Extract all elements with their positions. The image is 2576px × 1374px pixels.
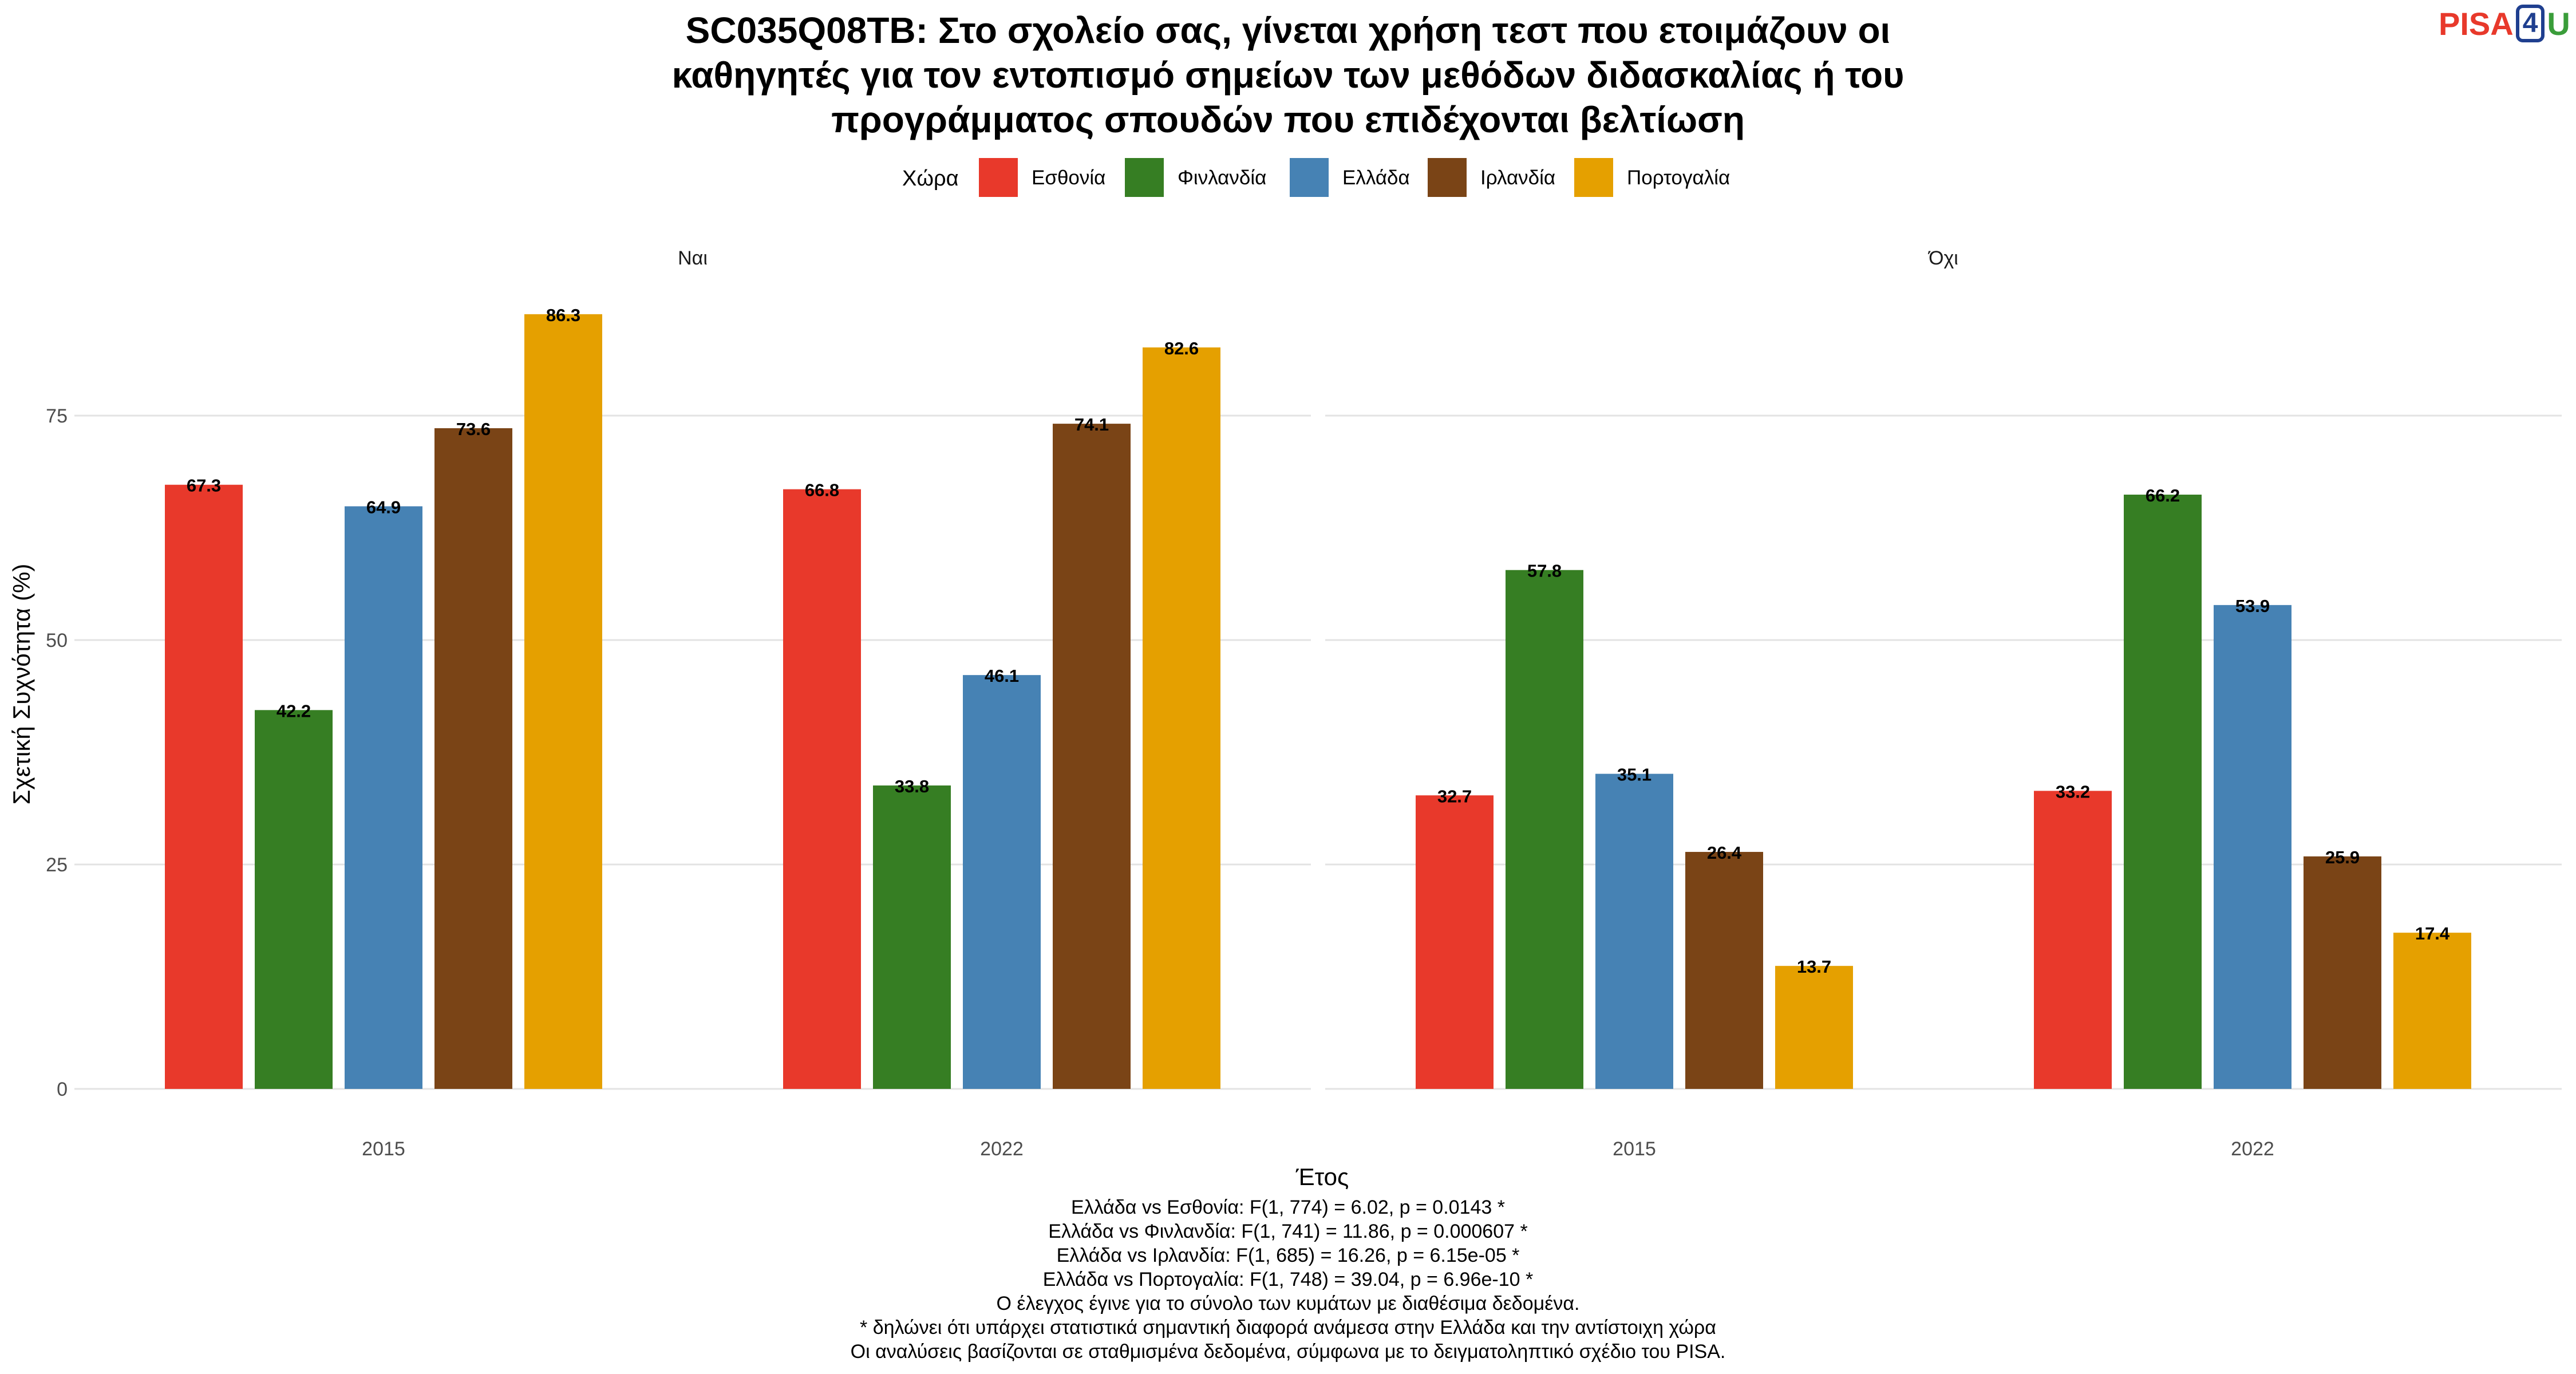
bar-value-label: 32.7	[1437, 786, 1472, 806]
footnote-line: Ελλάδα vs Φινλανδία: F(1, 741) = 11.86, …	[1048, 1221, 1528, 1242]
bar	[2034, 791, 2112, 1089]
bar	[165, 484, 243, 1089]
x-axis-title: Έτος	[1295, 1163, 1349, 1190]
chart-title: SC035Q08TB: Στο σχολείο σας, γίνεται χρή…	[0, 8, 2576, 142]
bar	[2214, 605, 2291, 1089]
bar	[1053, 424, 1131, 1089]
bar-value-label: 53.9	[2235, 596, 2270, 616]
bar-value-label: 57.8	[1527, 561, 1562, 581]
footnote-line: Ελλάδα vs Ιρλανδία: F(1, 685) = 16.26, p…	[1056, 1245, 1520, 1266]
legend-swatch	[979, 158, 1018, 197]
bar-value-label: 13.7	[1797, 957, 1831, 977]
bar-value-label: 33.8	[895, 776, 929, 796]
bar	[1685, 852, 1763, 1089]
logo-text-4: 4	[2515, 5, 2545, 42]
facet-label: Όχι	[1927, 247, 1958, 269]
bar-value-label: 17.4	[2415, 923, 2450, 943]
y-tick-label: 0	[57, 1079, 68, 1100]
bar-value-label: 66.2	[2146, 485, 2180, 506]
bar	[434, 428, 512, 1089]
legend-swatch	[1290, 158, 1329, 197]
logo-text-pisa: PISA	[2439, 5, 2514, 42]
x-tick-label: 2015	[1613, 1138, 1656, 1160]
logo-text-u: U	[2547, 5, 2570, 42]
bar-value-label: 74.1	[1074, 414, 1109, 435]
bar-value-label: 82.6	[1164, 338, 1199, 358]
bar-value-label: 64.9	[366, 497, 401, 517]
legend-label: Φινλανδία	[1178, 167, 1266, 189]
bar	[873, 785, 951, 1089]
chart-title-line-2: καθηγητές για τον εντοπισμό σημείων των …	[671, 54, 1905, 96]
bar-value-label: 33.2	[2056, 781, 2090, 802]
bar	[2124, 494, 2202, 1089]
bar	[255, 710, 333, 1089]
bar	[2393, 933, 2471, 1089]
bar-value-label: 86.3	[546, 305, 580, 325]
footnotes: Ελλάδα vs Εσθονία: F(1, 774) = 6.02, p =…	[0, 1195, 2576, 1364]
bar	[345, 506, 422, 1089]
y-tick-label: 75	[46, 405, 68, 427]
legend-label: Ελλάδα	[1342, 167, 1410, 189]
legend-swatch	[1574, 158, 1613, 197]
facet-label: Ναι	[678, 247, 708, 269]
footnote-line: Ο έλεγχος έγινε για το σύνολο των κυμάτω…	[996, 1293, 1580, 1314]
bar	[1506, 570, 1583, 1089]
bar-value-label: 26.4	[1707, 843, 1742, 863]
bar-value-label: 25.9	[2325, 847, 2360, 867]
pisa4u-logo: PISA 4 U	[2439, 5, 2570, 42]
legend-label: Εσθονία	[1032, 167, 1105, 189]
footnote-line: Οι αναλύσεις βασίζονται σε σταθμισμένα δ…	[850, 1341, 1726, 1363]
bar	[1775, 966, 1853, 1089]
y-tick-label: 25	[46, 854, 68, 876]
bar	[1595, 773, 1673, 1089]
bar-value-label: 73.6	[456, 419, 491, 439]
bar	[963, 675, 1041, 1089]
y-axis-title: Σχετική Συχνότητα (%)	[8, 564, 35, 805]
bar-value-label: 35.1	[1617, 765, 1652, 785]
chart-title-line-1: SC035Q08TB: Στο σχολείο σας, γίνεται χρή…	[685, 10, 1891, 51]
bar-value-label: 46.1	[985, 666, 1019, 686]
bar-value-label: 42.2	[276, 701, 311, 721]
bar	[2304, 856, 2381, 1089]
y-tick-label: 50	[46, 630, 68, 652]
bar	[1416, 795, 1494, 1089]
footnote-line: Ελλάδα vs Πορτογαλία: F(1, 748) = 39.04,…	[1042, 1269, 1534, 1290]
bar-value-label: 67.3	[187, 476, 221, 496]
legend-swatch	[1428, 158, 1467, 197]
bar-value-label: 66.8	[805, 480, 839, 500]
x-tick-label: 2015	[362, 1138, 405, 1160]
bar	[1143, 347, 1220, 1089]
legend-title: Χώρα	[902, 167, 959, 191]
legend-label: Ιρλανδία	[1480, 167, 1555, 189]
x-tick-label: 2022	[980, 1138, 1024, 1160]
chart-title-line-3: προγράμματος σπουδών που επιδέχονται βελ…	[831, 99, 1745, 140]
legend-label: Πορτογαλία	[1627, 167, 1730, 189]
footnote-line: * δηλώνει ότι υπάρχει στατιστικά σημαντι…	[860, 1317, 1716, 1339]
bar	[524, 314, 602, 1089]
bar	[783, 489, 861, 1089]
footnote-line: Ελλάδα vs Εσθονία: F(1, 774) = 6.02, p =…	[1071, 1197, 1505, 1218]
legend-swatch	[1125, 158, 1164, 197]
x-tick-label: 2022	[2231, 1138, 2274, 1160]
